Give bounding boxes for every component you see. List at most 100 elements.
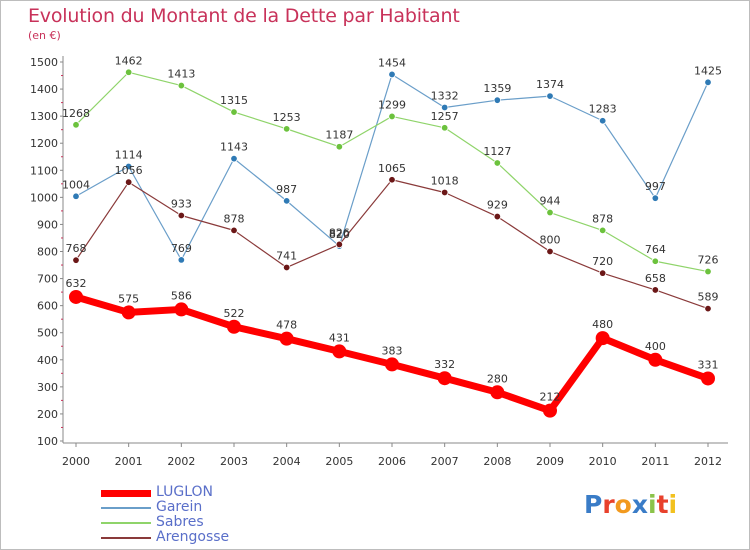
data-label-sabres: 1127: [483, 145, 511, 158]
point-arengosse: [546, 247, 554, 256]
data-label-sabres: 726: [698, 254, 719, 267]
data-label-luglon: 586: [171, 289, 192, 302]
x-tick-label: 2011: [641, 455, 669, 468]
point-arengosse: [230, 226, 238, 235]
point-arengosse: [335, 240, 344, 249]
data-label-sabres: 1253: [273, 111, 301, 124]
data-label-sabres: 1187: [325, 129, 353, 142]
point-sabres: [72, 121, 80, 129]
point-luglon: [227, 319, 241, 334]
point-garein: [440, 103, 449, 112]
point-sabres: [335, 143, 344, 151]
data-label-arengosse: 929: [487, 199, 508, 212]
data-label-garein: 987: [276, 183, 297, 196]
point-arengosse: [704, 304, 712, 313]
x-tick-label: 2009: [536, 455, 564, 468]
data-label-garein: 997: [645, 180, 666, 193]
x-tick-label: 2007: [431, 455, 459, 468]
legend-label: Arengosse: [156, 529, 230, 545]
data-label-garein: 1454: [378, 56, 406, 69]
data-label-garein: 820: [329, 228, 350, 241]
point-arengosse: [282, 263, 291, 272]
x-tick-label: 2002: [167, 455, 195, 468]
data-label-sabres: 1413: [167, 68, 195, 81]
x-tick-label: 2008: [483, 455, 511, 468]
logo-letter: i: [668, 490, 678, 519]
point-arengosse: [598, 269, 607, 277]
y-tick-label: 1000: [30, 191, 58, 204]
data-label-sabres: 1315: [220, 94, 248, 107]
legend-item-sabres: Sabres: [101, 514, 301, 530]
data-label-arengosse: 720: [592, 255, 613, 268]
point-sabres: [230, 108, 238, 116]
data-label-luglon: 212: [540, 391, 561, 404]
point-arengosse: [72, 256, 80, 264]
legend-swatch: [101, 489, 151, 497]
legend-label: Sabres: [156, 514, 204, 530]
x-tick-label: 2005: [325, 455, 353, 468]
point-garein: [124, 162, 133, 171]
data-label-garein: 1114: [115, 148, 143, 161]
data-label-luglon: 522: [224, 307, 245, 320]
point-luglon: [121, 305, 136, 320]
data-label-sabres: 1257: [431, 110, 459, 123]
data-label-sabres: 944: [540, 195, 561, 208]
data-labels: 1004 1114 769 1143 987 820 1454 1332 1359 1374 128…: [62, 54, 722, 403]
legend-item-luglon: LUGLON: [101, 484, 301, 500]
point-garein: [72, 192, 80, 200]
point-sabres: [493, 159, 502, 167]
axes: 100 200 300 400 500 600 700 800 900 1000 1100 1200 1…: [30, 56, 728, 468]
series-lines: [69, 68, 715, 418]
y-tick-label: 800: [37, 246, 58, 259]
y-tick-label: 1400: [30, 83, 58, 96]
data-label-garein: 1425: [694, 64, 722, 77]
data-label-arengosse: 826: [329, 226, 350, 239]
logo-letter: P: [584, 490, 603, 519]
point-arengosse: [124, 178, 133, 186]
proxiti-logo: Proxiti: [584, 490, 677, 519]
point-garein: [282, 197, 291, 205]
data-label-sabres: 878: [592, 212, 613, 225]
data-label-garein: 1283: [589, 103, 617, 116]
point-luglon: [490, 385, 505, 400]
legend-label: LUGLON: [156, 484, 213, 500]
point-arengosse: [651, 286, 660, 294]
y-tick-label: 300: [37, 381, 58, 394]
data-label-garein: 1359: [483, 82, 511, 95]
data-label-arengosse: 878: [224, 212, 245, 225]
point-garein: [177, 256, 186, 264]
point-luglon: [69, 289, 83, 304]
data-label-luglon: 478: [276, 319, 297, 332]
data-label-sabres: 1462: [115, 54, 143, 67]
data-label-garein: 1143: [220, 141, 248, 154]
data-label-garein: 1332: [431, 89, 459, 102]
point-sabres: [546, 208, 554, 217]
x-tick-label: 2010: [589, 455, 617, 468]
point-luglon: [332, 344, 347, 359]
y-tick-label: 500: [37, 327, 58, 340]
data-label-arengosse: 1065: [378, 162, 406, 175]
point-luglon: [648, 352, 663, 367]
point-sabres: [388, 112, 396, 121]
y-tick-label: 1200: [30, 137, 58, 150]
data-label-arengosse: 589: [698, 291, 719, 304]
data-label-luglon: 575: [118, 292, 139, 305]
data-label-luglon: 280: [487, 372, 508, 385]
point-luglon: [595, 331, 610, 346]
point-arengosse: [177, 211, 186, 220]
y-tick-label: 1300: [30, 110, 58, 123]
y-tick-label: 600: [37, 300, 58, 313]
point-arengosse: [440, 188, 449, 197]
point-luglon: [279, 331, 294, 346]
logo-letter: i: [648, 490, 657, 519]
point-sabres: [651, 257, 660, 265]
logo-letter: r: [602, 490, 615, 519]
point-luglon: [174, 302, 189, 317]
point-garein: [493, 96, 502, 104]
point-garein: [546, 92, 554, 100]
data-label-arengosse: 1018: [431, 174, 459, 187]
point-luglon: [701, 371, 715, 386]
point-sabres: [440, 124, 449, 132]
y-tick-label: 200: [37, 408, 58, 421]
